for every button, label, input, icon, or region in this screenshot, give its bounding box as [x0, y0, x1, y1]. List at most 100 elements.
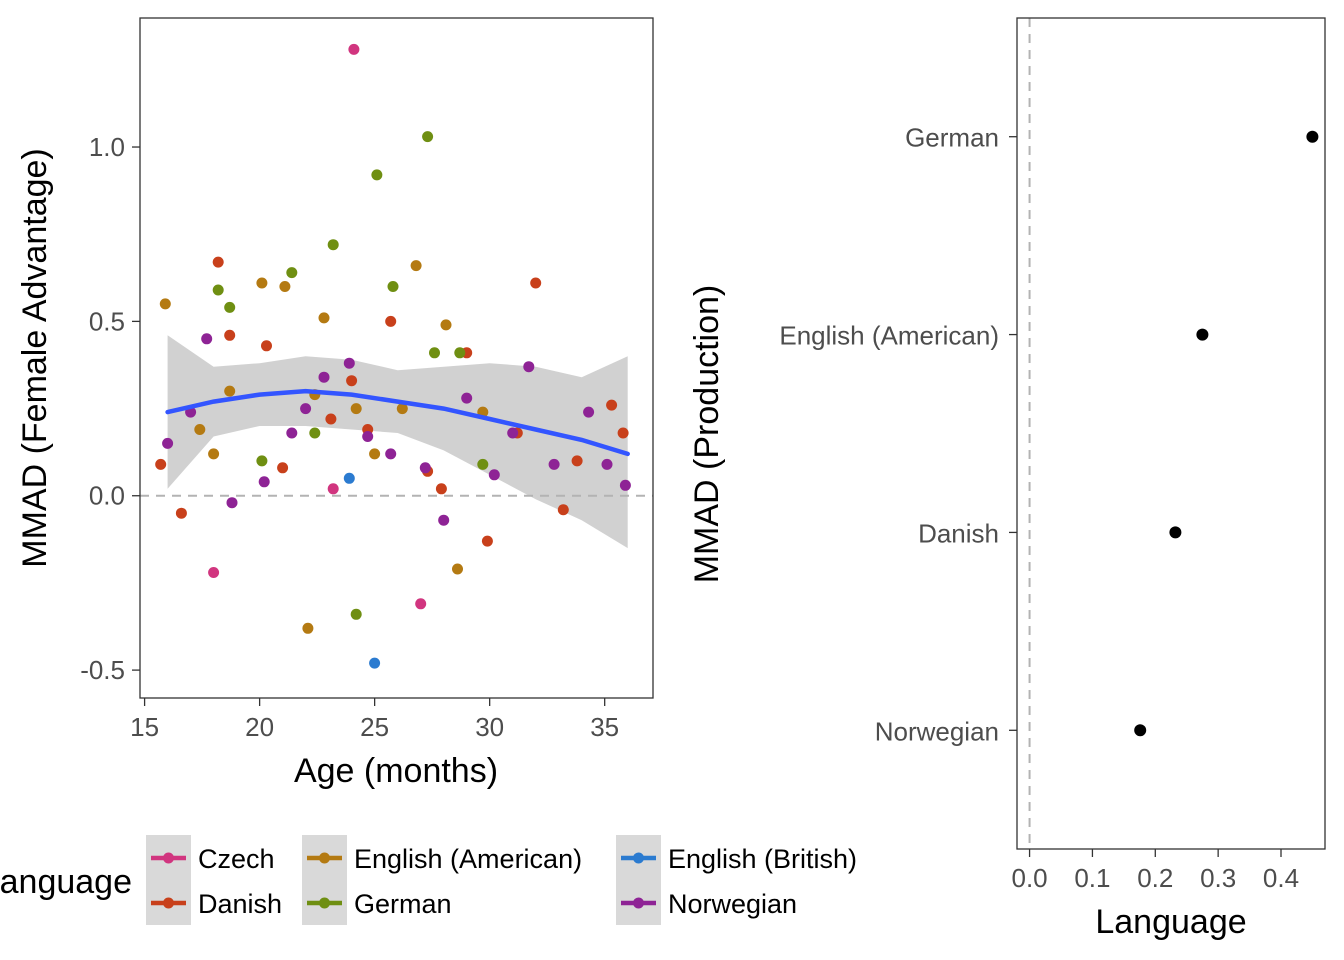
point-english-american	[410, 260, 422, 272]
age-x-axis-title: Age (months)	[294, 752, 498, 790]
y-tick-label: -0.5	[80, 655, 125, 685]
age-scatter-points	[155, 43, 631, 669]
point-german	[286, 267, 298, 279]
point-german	[212, 284, 224, 296]
legend-keys: Czech Danish English (American) German Engli…	[146, 835, 857, 925]
x-tick-label: 20	[245, 712, 274, 742]
point-english-british	[369, 657, 381, 669]
point-norwegian	[548, 458, 560, 470]
point-norwegian	[523, 361, 535, 373]
point-english-american	[318, 312, 330, 324]
point-danish	[224, 329, 236, 341]
category-label-german: German	[905, 123, 999, 153]
point-english-american	[1196, 328, 1209, 341]
point-norwegian	[438, 514, 450, 526]
point-danish	[175, 507, 187, 519]
legend-key-point	[163, 852, 174, 864]
point-german	[422, 131, 434, 143]
production-panel-border	[1016, 17, 1326, 850]
y-tick-label: 0.5	[89, 306, 125, 336]
point-norwegian	[619, 479, 631, 491]
point-norwegian	[343, 357, 355, 369]
production-y-axis-title: MMAD (Production)	[688, 285, 726, 584]
point-danish	[530, 277, 542, 289]
point-danish	[571, 455, 583, 467]
x-tick-label: 0.3	[1200, 863, 1236, 893]
point-norwegian	[300, 403, 312, 415]
point-english-american	[302, 622, 314, 634]
point-norwegian	[583, 406, 595, 418]
point-norwegian	[488, 469, 500, 481]
smooth-trend-line	[165, 388, 630, 457]
point-german	[387, 281, 399, 292]
point-english-american	[159, 298, 171, 310]
age-y-axis-title: MMAD (Female Advantage)	[16, 148, 54, 568]
point-german	[1306, 130, 1319, 143]
point-danish	[557, 504, 569, 516]
point-danish	[435, 483, 447, 495]
legend-key-point	[163, 897, 174, 909]
legend-key-point	[633, 897, 644, 909]
point-english-american	[396, 403, 408, 415]
point-danish	[325, 413, 337, 425]
legend-key-point	[633, 852, 644, 864]
y-tick-label: 0.0	[89, 481, 125, 511]
legend-label-german: German	[354, 889, 452, 919]
point-danish	[385, 315, 397, 327]
point-danish	[606, 399, 618, 411]
point-norwegian	[318, 371, 330, 383]
smooth-confidence-band	[167, 335, 628, 549]
point-english-american	[279, 281, 291, 292]
point-danish	[1169, 526, 1182, 539]
age-scatter-panel: 15 20 25 30 35 -0.5 0.0 0.5 1.0 Age (months) MM…	[16, 17, 654, 790]
category-label-norwegian: Norwegian	[875, 716, 999, 746]
x-tick-label: 30	[475, 712, 504, 742]
point-norwegian	[1134, 724, 1147, 737]
point-german	[454, 347, 466, 359]
category-label-english-american: English (American)	[779, 321, 999, 351]
age-x-axis-ticks: 15 20 25 30 35	[130, 698, 619, 742]
production-x-axis-title: Language	[1095, 903, 1246, 941]
production-x-axis-ticks: 0.0 0.1 0.2 0.3 0.4	[1011, 849, 1299, 893]
point-german	[477, 458, 489, 470]
x-tick-label: 0.0	[1011, 863, 1047, 893]
legend-label-english-american: English (American)	[354, 844, 582, 874]
point-norwegian	[258, 476, 270, 488]
legend-label-czech: Czech	[198, 844, 275, 874]
point-german	[256, 455, 268, 467]
point-norwegian	[507, 427, 519, 439]
y-tick-label: 1.0	[89, 132, 125, 162]
production-y-axis-ticks: German English (American) Danish Norwegian	[779, 123, 1017, 746]
point-czech	[327, 483, 339, 495]
x-tick-label: 15	[130, 712, 159, 742]
point-english-american	[224, 385, 236, 397]
age-scatter-panel-border	[139, 17, 654, 699]
production-points	[1134, 130, 1319, 737]
point-norwegian	[362, 431, 374, 442]
point-norwegian	[201, 333, 213, 345]
point-german	[327, 239, 339, 251]
point-czech	[208, 567, 220, 578]
x-tick-label: 0.1	[1074, 863, 1110, 893]
point-danish	[481, 535, 493, 547]
point-german	[371, 169, 383, 181]
point-norwegian	[385, 448, 397, 460]
point-norwegian	[461, 392, 473, 404]
point-english-american	[440, 319, 452, 331]
legend-key-point	[319, 852, 330, 864]
point-english-american	[369, 448, 381, 460]
legend-label-english-british: English (British)	[668, 844, 857, 874]
legend-title: Language	[0, 863, 132, 901]
x-tick-label: 35	[590, 712, 619, 742]
language-legend: Language Czech Danish English (American) Ge…	[0, 835, 857, 925]
legend-key-point	[319, 897, 330, 909]
point-norwegian	[286, 427, 298, 439]
legend-label-norwegian: Norwegian	[668, 889, 797, 919]
point-norwegian	[601, 458, 613, 470]
point-danish	[346, 375, 358, 387]
point-english-american	[208, 448, 220, 460]
point-danish	[155, 458, 167, 470]
point-norwegian	[162, 437, 174, 449]
point-german	[429, 347, 440, 359]
